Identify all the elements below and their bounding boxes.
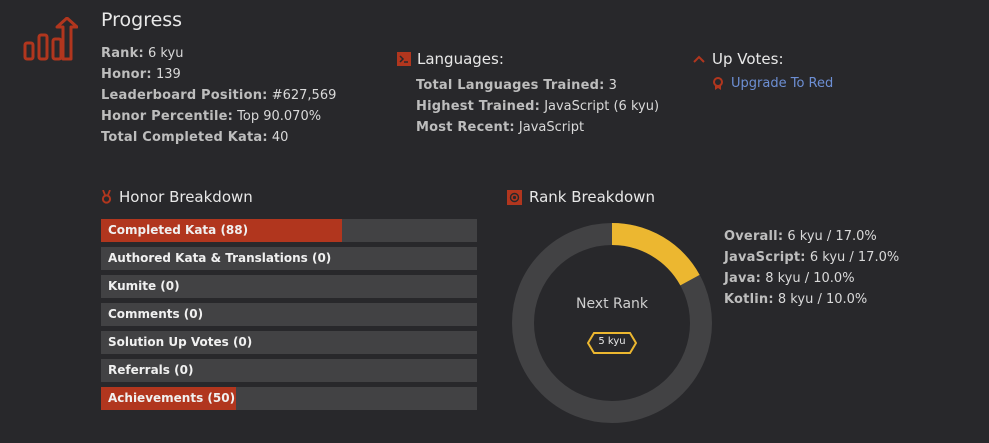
rank-stat-kotlin: Kotlin: 8 kyu / 10.0% — [724, 292, 868, 307]
honor-breakdown-heading: Honor Breakdown — [101, 188, 253, 206]
page-title: Progress — [101, 9, 183, 31]
stat-highest-trained: Highest Trained: JavaScript (6 kyu) — [416, 99, 660, 114]
next-rank-badge: 5 kyu — [587, 332, 637, 354]
honor-bar: Kumite (0) — [101, 275, 477, 298]
stat-total-completed-kata: Total Completed Kata: 40 — [101, 130, 289, 145]
stat-most-recent: Most Recent: JavaScript — [416, 120, 585, 135]
honor-bar-label: Comments (0) — [108, 307, 204, 321]
languages-stats: Total Languages Trained: 3 Highest Train… — [416, 75, 659, 138]
target-icon — [507, 189, 522, 205]
stat-leaderboard-position: Leaderboard Position: #627,569 — [101, 88, 337, 103]
honor-bar: Referrals (0) — [101, 359, 477, 382]
rank-progress-donut — [512, 223, 712, 423]
honor-bar-label: Referrals (0) — [108, 363, 194, 377]
languages-heading: Languages: — [397, 50, 504, 68]
upgrade-link-row: Upgrade To Red — [713, 76, 833, 91]
honor-bar: Solution Up Votes (0) — [101, 331, 477, 354]
rank-stat-java: Java: 8 kyu / 10.0% — [724, 271, 855, 286]
honor-breakdown-bars: Completed Kata (88) Authored Kata & Trans… — [101, 219, 477, 415]
stat-total-languages: Total Languages Trained: 3 — [416, 78, 617, 93]
rank-stats: Overall: 6 kyu / 17.0% JavaScript: 6 kyu… — [724, 226, 899, 310]
upvotes-title: Up Votes: — [712, 50, 784, 68]
progress-stats: Rank: 6 kyu Honor: 139 Leaderboard Posit… — [101, 43, 336, 148]
honor-bar: Authored Kata & Translations (0) — [101, 247, 477, 270]
medal-icon — [713, 76, 723, 90]
honor-bar-fill — [101, 219, 342, 242]
honor-bar: Completed Kata (88) — [101, 219, 477, 242]
next-rank-label: Next Rank — [575, 296, 649, 312]
honor-bar-label: Completed Kata (88) — [108, 223, 249, 237]
hexagon-badge-icon — [587, 332, 637, 354]
terminal-icon — [397, 52, 411, 66]
honor-bar: Achievements (50) — [101, 387, 477, 410]
next-rank-value: 5 kyu — [598, 336, 626, 347]
upvotes-heading: Up Votes: — [693, 50, 784, 68]
languages-title: Languages: — [417, 50, 504, 68]
stat-honor: Honor: 139 — [101, 67, 181, 82]
honor-bar-label: Kumite (0) — [108, 279, 180, 293]
honor-breakdown-title: Honor Breakdown — [119, 188, 253, 206]
rank-breakdown-heading: Rank Breakdown — [507, 188, 655, 206]
upgrade-to-red-link[interactable]: Upgrade To Red — [731, 76, 834, 91]
rank-donut-progress — [611, 223, 700, 286]
chevron-up-icon — [693, 55, 705, 63]
stat-rank: Rank: 6 kyu — [101, 46, 184, 61]
honor-bar-label: Authored Kata & Translations (0) — [108, 251, 332, 265]
honor-bar: Comments (0) — [101, 303, 477, 326]
rank-breakdown-title: Rank Breakdown — [529, 188, 655, 206]
rank-stat-overall: Overall: 6 kyu / 17.0% — [724, 229, 877, 244]
rank-stat-javascript: JavaScript: 6 kyu / 17.0% — [724, 250, 900, 265]
honor-bar-label: Solution Up Votes (0) — [108, 335, 253, 349]
progress-chart-icon — [23, 17, 78, 61]
honor-bar-label: Achievements (50) — [108, 391, 236, 405]
stat-honor-percentile: Honor Percentile: Top 90.070% — [101, 109, 322, 124]
medal-icon — [101, 190, 112, 204]
honor-bar-fill — [101, 387, 237, 410]
